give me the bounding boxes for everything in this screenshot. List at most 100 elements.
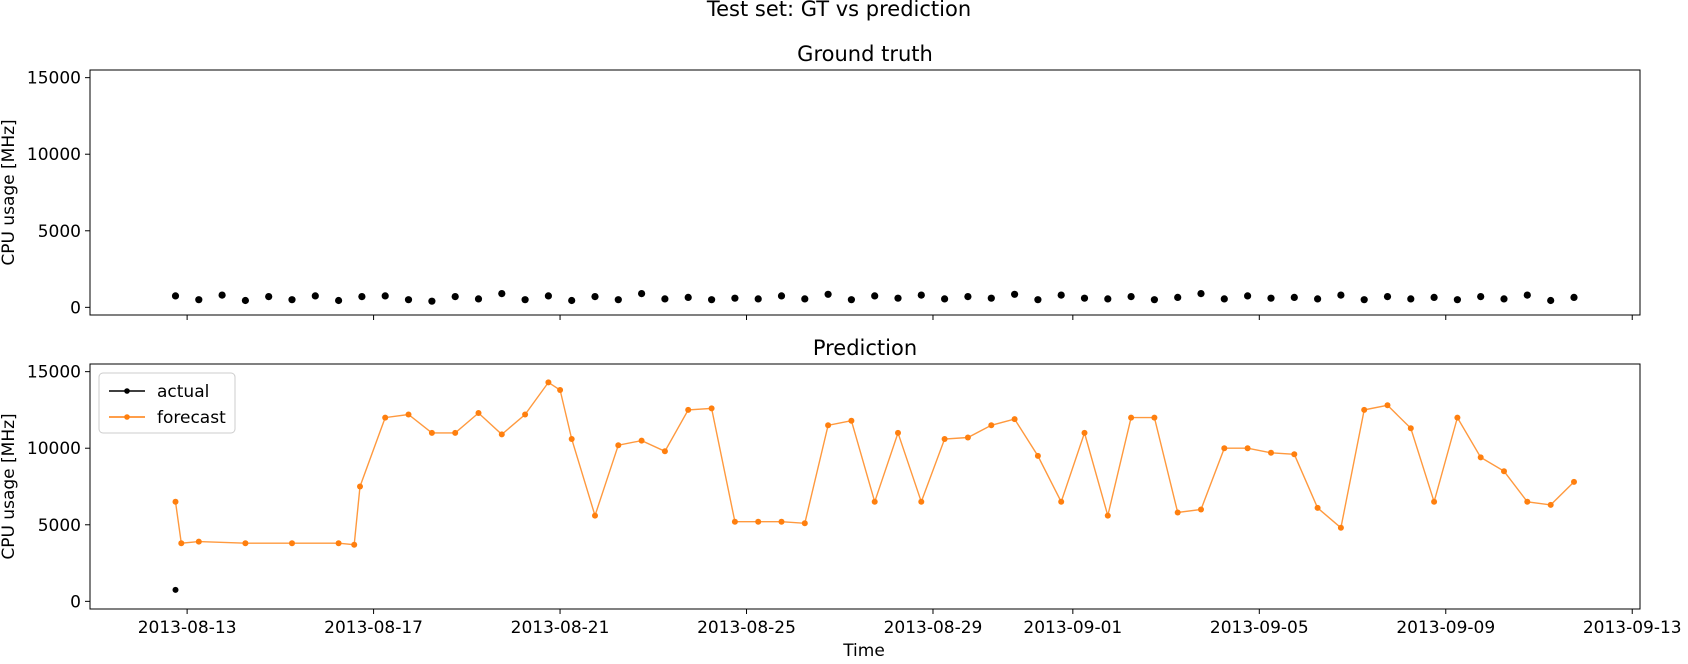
gt-series-point [731, 294, 739, 302]
gt-series-point [871, 292, 879, 300]
pred-forecast-point [895, 429, 901, 436]
gt-series-point [801, 295, 809, 303]
gt-series-point [1360, 296, 1368, 304]
pred-forecast-point [195, 538, 202, 545]
pred-forecast-point [1547, 501, 1554, 508]
pred-forecast-point [1454, 414, 1461, 421]
gt-y-tick-label: 15000 [27, 69, 81, 89]
gt-axes-frame [89, 69, 1641, 316]
pred-forecast-point [405, 411, 412, 418]
gt-series-point [1290, 293, 1298, 301]
pred-y-tick-label: 0 [70, 592, 81, 612]
pred-x-tick-label: 2013-08-25 [697, 618, 796, 638]
gt-series-point [847, 296, 856, 304]
gt-series-point [1477, 293, 1485, 301]
pred-forecast-point [178, 540, 185, 547]
gt-series-point [1314, 295, 1322, 303]
figure-x-axis-label: Time [842, 641, 885, 660]
pred-forecast-point [1058, 498, 1065, 505]
gt-series-point [241, 296, 249, 305]
gt-y-tick-label: 0 [70, 298, 81, 318]
pred-forecast-point [778, 518, 785, 525]
gt-series-point [1034, 296, 1042, 304]
gt-series-point [568, 296, 576, 305]
gt-series-point [1174, 293, 1182, 301]
pred-forecast-point [685, 406, 692, 413]
prediction-panel: Prediction CPU usage [MHz] 0 5000 10000 15000… [0, 336, 1682, 638]
pred-forecast-point [592, 512, 598, 519]
gt-y-axis-label: CPU usage [MHz] [0, 119, 19, 265]
gt-series-point [1430, 293, 1438, 301]
gt-series-point [474, 295, 483, 303]
gt-series-point [1383, 293, 1392, 301]
pred-actual-point [172, 586, 179, 593]
pred-forecast-point [568, 436, 575, 442]
pred-y-tick-label: 10000 [27, 439, 81, 459]
pred-x-tick-label: 2013-09-09 [1396, 618, 1495, 638]
gt-plot-area [171, 290, 1578, 305]
gt-series-point [661, 295, 669, 303]
gt-series-point [591, 293, 599, 301]
pred-forecast-point [1477, 454, 1484, 461]
pred-forecast-point [1361, 406, 1368, 413]
gt-series-point [521, 296, 529, 304]
gt-y-tick-label: 5000 [38, 222, 81, 242]
gt-series-point [964, 293, 972, 301]
gt-series-point [1547, 296, 1555, 305]
gt-series-point [1057, 291, 1065, 299]
pred-forecast-point [1291, 451, 1298, 458]
pred-y-axis-label: CPU usage [MHz] [0, 413, 19, 559]
pred-x-tick-label: 2013-08-13 [138, 618, 237, 638]
pred-forecast-point [1268, 449, 1274, 456]
gt-series-point [1453, 296, 1461, 304]
pred-y-tick-label: 15000 [27, 363, 81, 383]
gt-series-point [404, 296, 413, 304]
pred-x-tick-label: 2013-09-13 [1583, 618, 1682, 638]
gt-series-point [1337, 291, 1345, 299]
pred-x-tick-label: 2013-08-17 [324, 618, 423, 638]
pred-legend-marker-actual [124, 388, 130, 394]
gt-series-point [638, 290, 646, 298]
pred-y-tick-label: 5000 [38, 516, 81, 536]
pred-forecast-point [1571, 478, 1577, 485]
pred-legend-marker-forecast [124, 414, 130, 420]
pred-forecast-point [452, 429, 459, 436]
gt-series-point [265, 293, 273, 301]
gt-series-point [824, 290, 832, 298]
gt-series-point [1080, 294, 1089, 302]
pred-x-tick-label: 2013-08-29 [884, 618, 983, 638]
gt-series-point [498, 290, 506, 298]
ground-truth-panel: Ground truth CPU usage [MHz] 0 5000 10000 150… [0, 42, 1641, 320]
gt-series-point [1197, 290, 1205, 298]
gt-series-point [777, 292, 786, 300]
pred-legend-box [98, 372, 236, 434]
pred-forecast-point [964, 434, 971, 441]
pred-forecast-point [1104, 512, 1111, 519]
gt-series-point [195, 296, 203, 304]
gt-series-point [428, 297, 436, 305]
pred-forecast-point [545, 379, 552, 386]
pred-forecast-point [1034, 452, 1041, 459]
pred-forecast-point [357, 483, 363, 490]
pred-forecast-point [1221, 445, 1228, 452]
pred-forecast-point [708, 405, 715, 412]
pred-forecast-point [918, 498, 925, 505]
pred-forecast-point [1174, 509, 1181, 516]
pred-forecast-point [242, 540, 249, 547]
pred-legend-label-forecast: forecast [157, 408, 226, 428]
pred-forecast-point [848, 417, 855, 424]
gt-series-point [311, 292, 319, 300]
pred-forecast-point [615, 442, 622, 449]
gt-series-point [451, 293, 459, 301]
pred-forecast-point [1151, 414, 1158, 421]
pred-forecast-point [661, 448, 668, 455]
gt-series-point [1570, 293, 1578, 301]
pred-x-tick-label: 2013-08-21 [511, 618, 610, 638]
gt-series-point [218, 291, 226, 299]
pred-forecast-point [941, 436, 948, 442]
gt-series-point [1150, 296, 1158, 304]
pred-forecast-point [755, 518, 762, 525]
pred-forecast-point [172, 498, 179, 505]
pred-forecast-point [825, 422, 832, 429]
